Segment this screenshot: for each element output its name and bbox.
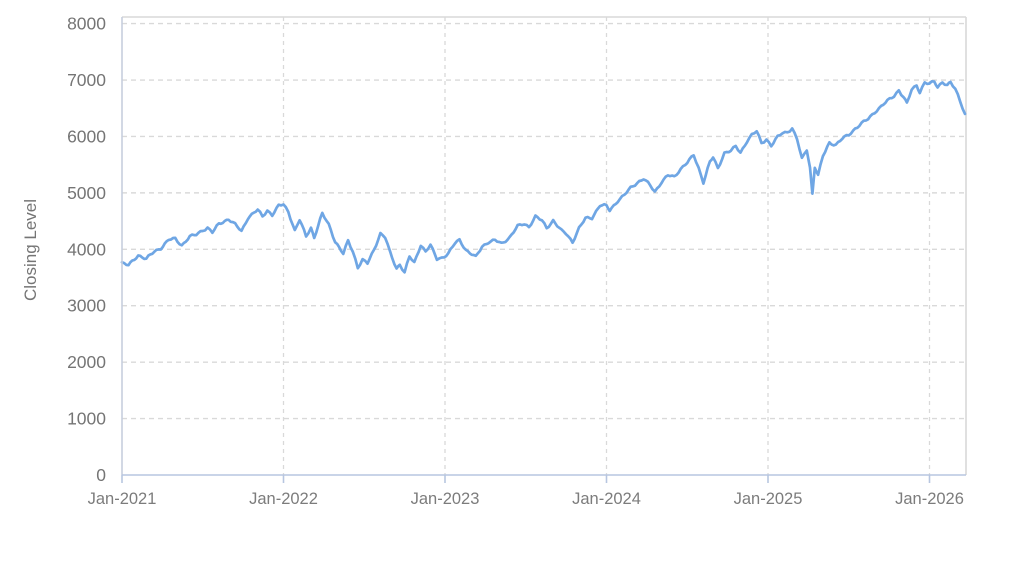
x-gridlines: [282, 17, 931, 475]
x-tick-label: Jan-2024: [572, 490, 641, 508]
plot-border: [122, 16, 967, 475]
x-tick-marks: [121, 475, 931, 483]
axis-lines: [121, 17, 966, 476]
y-tick-label: 7000: [67, 70, 106, 90]
y-tick-label: 8000: [67, 14, 106, 34]
x-tick-label: Jan-2025: [734, 490, 803, 508]
y-axis-title: Closing Level: [21, 199, 40, 301]
x-tick-labels: Jan-2021 Jan-2022 Jan-2023 Jan-2024 Jan-2025…: [88, 490, 964, 508]
x-tick-label: Jan-2026: [895, 490, 964, 508]
x-tick-label: Jan-2021: [88, 490, 157, 508]
y-tick-label: 3000: [67, 296, 106, 316]
y-tick-label: 5000: [67, 183, 106, 203]
closing-level-line: [120, 79, 967, 274]
x-tick-label: Jan-2022: [249, 490, 318, 508]
x-tick-label: Jan-2023: [411, 490, 480, 508]
series-line: [120, 79, 967, 274]
y-tick-label: 6000: [67, 126, 106, 146]
y-tick-label: 0: [96, 465, 106, 485]
y-tick-label: 2000: [67, 352, 106, 372]
y-tick-label: 1000: [67, 409, 106, 429]
y-tick-labels: 0 1000 2000 3000 4000 5000 6000 7000 8000: [67, 14, 106, 485]
y-gridlines: [122, 22, 966, 420]
y-tick-label: 4000: [67, 239, 106, 259]
